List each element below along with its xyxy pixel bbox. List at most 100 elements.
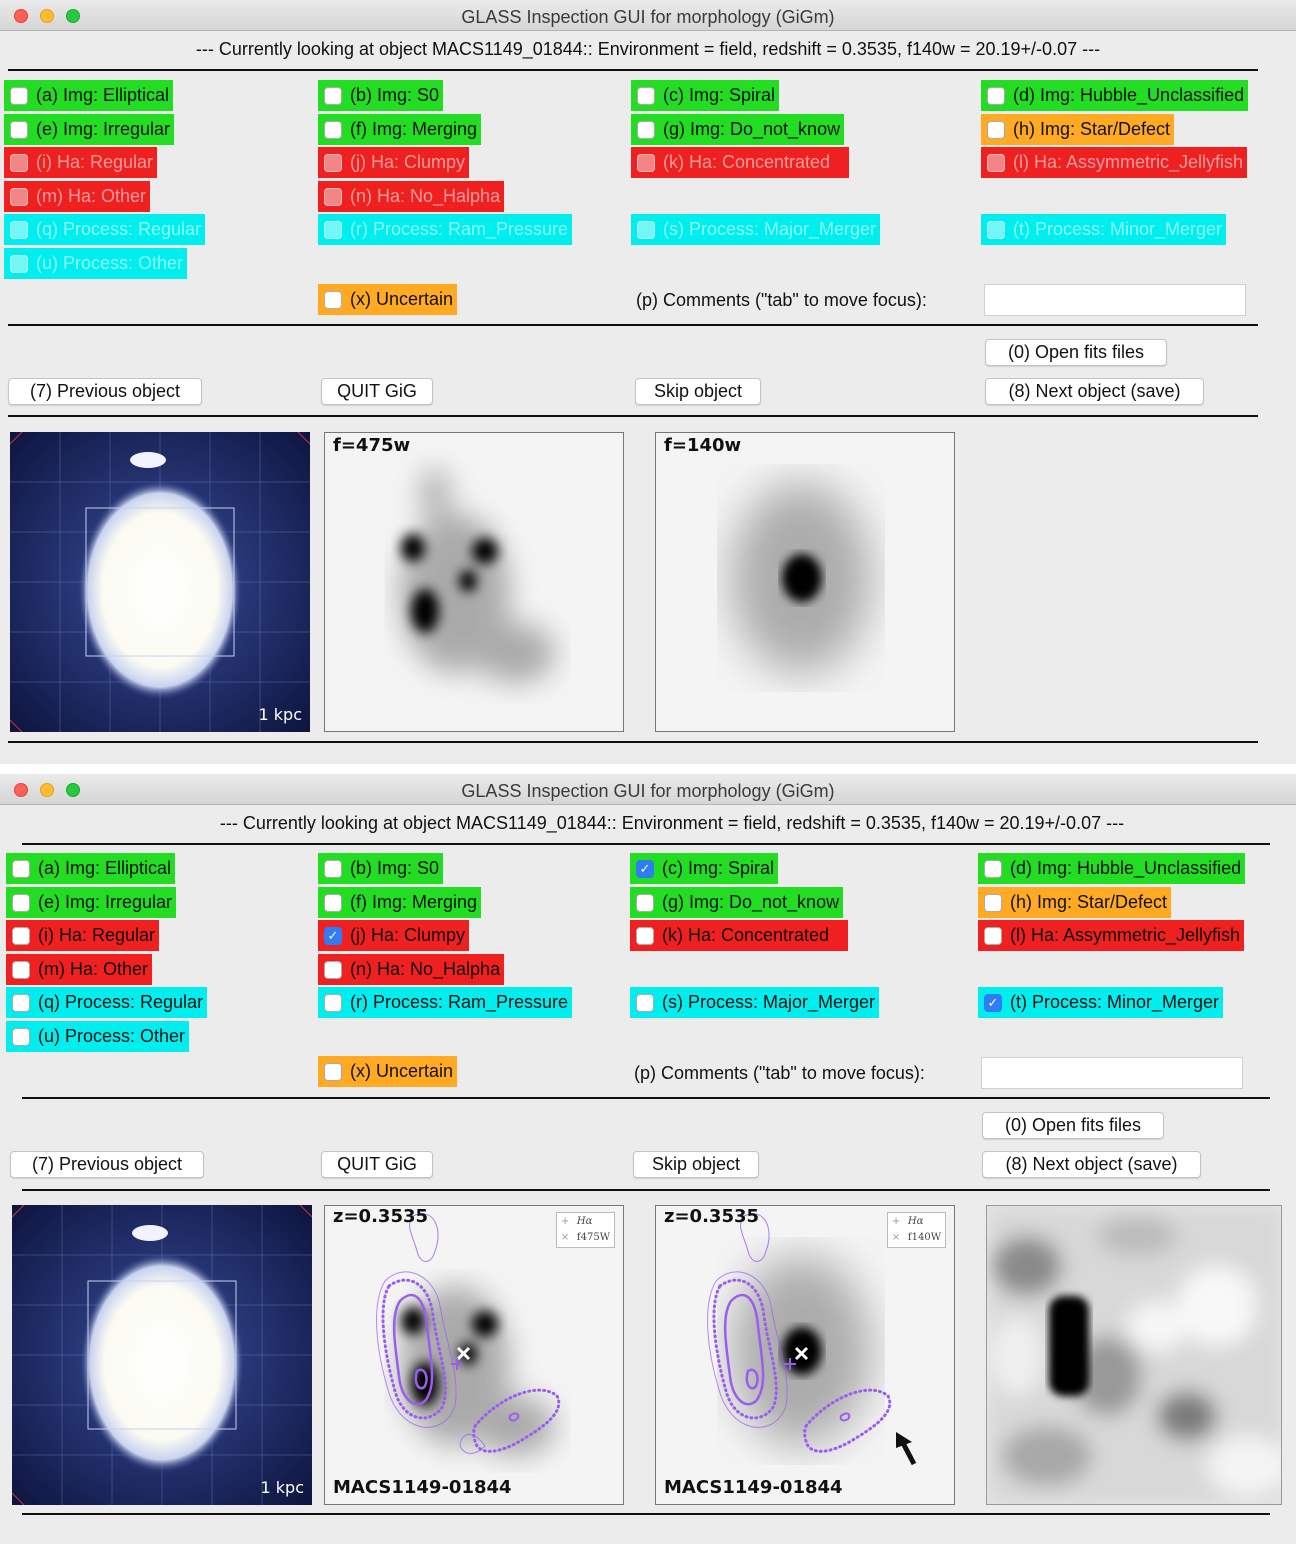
checkbox-x-uncertain[interactable]: (x) Uncertain <box>318 1056 458 1087</box>
checkbox-icon[interactable] <box>984 859 1002 878</box>
checkbox-icon[interactable] <box>636 893 654 912</box>
checkbox-icon[interactable] <box>324 153 342 172</box>
comments-input[interactable] <box>984 284 1246 316</box>
checkbox-i-ha-regular[interactable]: (i) Ha: Regular <box>4 147 158 178</box>
checkbox-n-no-halpha[interactable]: (n) Ha: No_Halpha <box>318 181 505 212</box>
checkbox-n-no-halpha[interactable]: (n) Ha: No_Halpha <box>318 954 505 985</box>
next-object-button[interactable]: (8) Next object (save) <box>985 378 1204 405</box>
checkbox-icon[interactable] <box>324 993 342 1012</box>
checkbox-a-elliptical[interactable]: (a) Img: Elliptical <box>6 853 176 884</box>
close-window-icon[interactable] <box>14 783 28 797</box>
checkbox-icon[interactable] <box>10 86 28 105</box>
checkbox-icon[interactable] <box>987 86 1005 105</box>
checkbox-icon[interactable] <box>324 290 342 309</box>
checkbox-g-do-not-know[interactable]: (g) Img: Do_not_know <box>630 887 844 918</box>
checkbox-icon[interactable] <box>324 1062 342 1081</box>
checkbox-l-ha-jellyfish[interactable]: (l) Ha: Assymmetric_Jellyfish <box>978 920 1245 951</box>
checkbox-icon[interactable] <box>637 120 655 139</box>
quit-button[interactable]: QUIT GiG <box>321 378 433 405</box>
checkbox-r-ram-pressure[interactable]: (r) Process: Ram_Pressure <box>318 987 573 1018</box>
checkbox-k-ha-concentrated[interactable]: (k) Ha: Concentrated <box>630 920 848 951</box>
checkbox-b-s0[interactable]: (b) Img: S0 <box>318 853 444 884</box>
zoom-window-icon[interactable] <box>66 9 80 23</box>
comments-input[interactable] <box>981 1057 1243 1089</box>
checkbox-icon[interactable] <box>324 220 342 239</box>
checkbox-j-ha-clumpy[interactable]: ✓ (j) Ha: Clumpy <box>318 920 470 951</box>
checkbox-icon[interactable] <box>324 187 342 206</box>
checkbox-icon[interactable] <box>10 187 28 206</box>
checkbox-q-process-regular[interactable]: (q) Process: Regular <box>4 214 206 245</box>
checkbox-icon[interactable] <box>984 926 1002 945</box>
checkbox-icon[interactable] <box>637 153 655 172</box>
checkbox-icon[interactable] <box>324 120 342 139</box>
checkbox-e-irregular[interactable]: (e) Img: Irregular <box>4 114 175 145</box>
checkbox-s-major-merger[interactable]: (s) Process: Major_Merger <box>631 214 881 245</box>
checkbox-h-star-defect[interactable]: (h) Img: Star/Defect <box>981 114 1175 145</box>
checkbox-k-ha-concentrated[interactable]: (k) Ha: Concentrated <box>631 147 849 178</box>
checkbox-icon[interactable] <box>987 153 1005 172</box>
checkbox-icon[interactable] <box>987 220 1005 239</box>
checkbox-icon[interactable] <box>637 86 655 105</box>
checkbox-c-spiral[interactable]: (c) Img: Spiral <box>631 80 780 111</box>
checkmark-icon[interactable]: ✓ <box>984 993 1002 1012</box>
checkbox-icon[interactable] <box>324 960 342 979</box>
checkbox-icon[interactable] <box>324 859 342 878</box>
checkbox-icon[interactable] <box>987 120 1005 139</box>
checkbox-icon[interactable] <box>12 926 30 945</box>
minimize-window-icon[interactable] <box>40 783 54 797</box>
checkbox-e-irregular[interactable]: (e) Img: Irregular <box>6 887 177 918</box>
minimize-window-icon[interactable] <box>40 9 54 23</box>
checkbox-r-ram-pressure[interactable]: (r) Process: Ram_Pressure <box>318 214 573 245</box>
checkbox-g-do-not-know[interactable]: (g) Img: Do_not_know <box>631 114 845 145</box>
checkbox-icon[interactable] <box>324 893 342 912</box>
checkbox-c-spiral[interactable]: ✓ (c) Img: Spiral <box>630 853 779 884</box>
checkbox-m-ha-other[interactable]: (m) Ha: Other <box>4 181 151 212</box>
checkbox-icon[interactable] <box>12 993 30 1012</box>
checkbox-icon[interactable] <box>984 893 1002 912</box>
checkbox-icon[interactable] <box>12 893 30 912</box>
skip-object-button[interactable]: Skip object <box>633 1151 759 1178</box>
close-window-icon[interactable] <box>14 9 28 23</box>
checkbox-a-elliptical[interactable]: (a) Img: Elliptical <box>4 80 174 111</box>
checkbox-h-star-defect[interactable]: (h) Img: Star/Defect <box>978 887 1172 918</box>
checkbox-b-s0[interactable]: (b) Img: S0 <box>318 80 444 111</box>
quit-button[interactable]: QUIT GiG <box>321 1151 433 1178</box>
checkbox-icon[interactable] <box>636 993 654 1012</box>
checkbox-icon[interactable] <box>10 120 28 139</box>
checkbox-icon[interactable] <box>324 86 342 105</box>
title-bar[interactable]: GLASS Inspection GUI for morphology (GiG… <box>0 774 1296 805</box>
checkmark-icon[interactable]: ✓ <box>324 926 342 945</box>
checkmark-icon[interactable]: ✓ <box>636 859 654 878</box>
checkbox-icon[interactable] <box>636 926 654 945</box>
checkbox-icon[interactable] <box>10 153 28 172</box>
previous-object-button[interactable]: (7) Previous object <box>8 378 202 405</box>
skip-object-button[interactable]: Skip object <box>635 378 761 405</box>
checkbox-f-merging[interactable]: (f) Img: Merging <box>318 114 482 145</box>
checkbox-t-minor-merger[interactable]: (t) Process: Minor_Merger <box>981 214 1227 245</box>
checkbox-t-minor-merger[interactable]: ✓ (t) Process: Minor_Merger <box>978 987 1224 1018</box>
checkbox-m-ha-other[interactable]: (m) Ha: Other <box>6 954 153 985</box>
checkbox-u-process-other[interactable]: (u) Process: Other <box>6 1021 190 1052</box>
checkbox-l-ha-jellyfish[interactable]: (l) Ha: Assymmetric_Jellyfish <box>981 147 1248 178</box>
open-fits-button[interactable]: (0) Open fits files <box>982 1112 1164 1139</box>
checkbox-x-uncertain[interactable]: (x) Uncertain <box>318 284 458 315</box>
checkbox-j-ha-clumpy[interactable]: (j) Ha: Clumpy <box>318 147 470 178</box>
title-bar[interactable]: GLASS Inspection GUI for morphology (GiG… <box>0 0 1296 31</box>
checkbox-d-hubble-unclassified[interactable]: (d) Img: Hubble_Unclassified <box>978 853 1246 884</box>
checkbox-icon[interactable] <box>12 859 30 878</box>
next-object-button[interactable]: (8) Next object (save) <box>982 1151 1201 1178</box>
checkbox-i-ha-regular[interactable]: (i) Ha: Regular <box>6 920 160 951</box>
checkbox-icon[interactable] <box>10 254 28 273</box>
checkbox-icon[interactable] <box>12 960 30 979</box>
checkbox-icon[interactable] <box>637 220 655 239</box>
open-fits-button[interactable]: (0) Open fits files <box>985 339 1167 366</box>
checkbox-u-process-other[interactable]: (u) Process: Other <box>4 248 188 279</box>
checkbox-icon[interactable] <box>12 1027 30 1046</box>
checkbox-q-process-regular[interactable]: (q) Process: Regular <box>6 987 208 1018</box>
previous-object-button[interactable]: (7) Previous object <box>10 1151 204 1178</box>
checkbox-icon[interactable] <box>10 220 28 239</box>
zoom-window-icon[interactable] <box>66 783 80 797</box>
checkbox-d-hubble-unclassified[interactable]: (d) Img: Hubble_Unclassified <box>981 80 1249 111</box>
checkbox-f-merging[interactable]: (f) Img: Merging <box>318 887 482 918</box>
checkbox-s-major-merger[interactable]: (s) Process: Major_Merger <box>630 987 880 1018</box>
